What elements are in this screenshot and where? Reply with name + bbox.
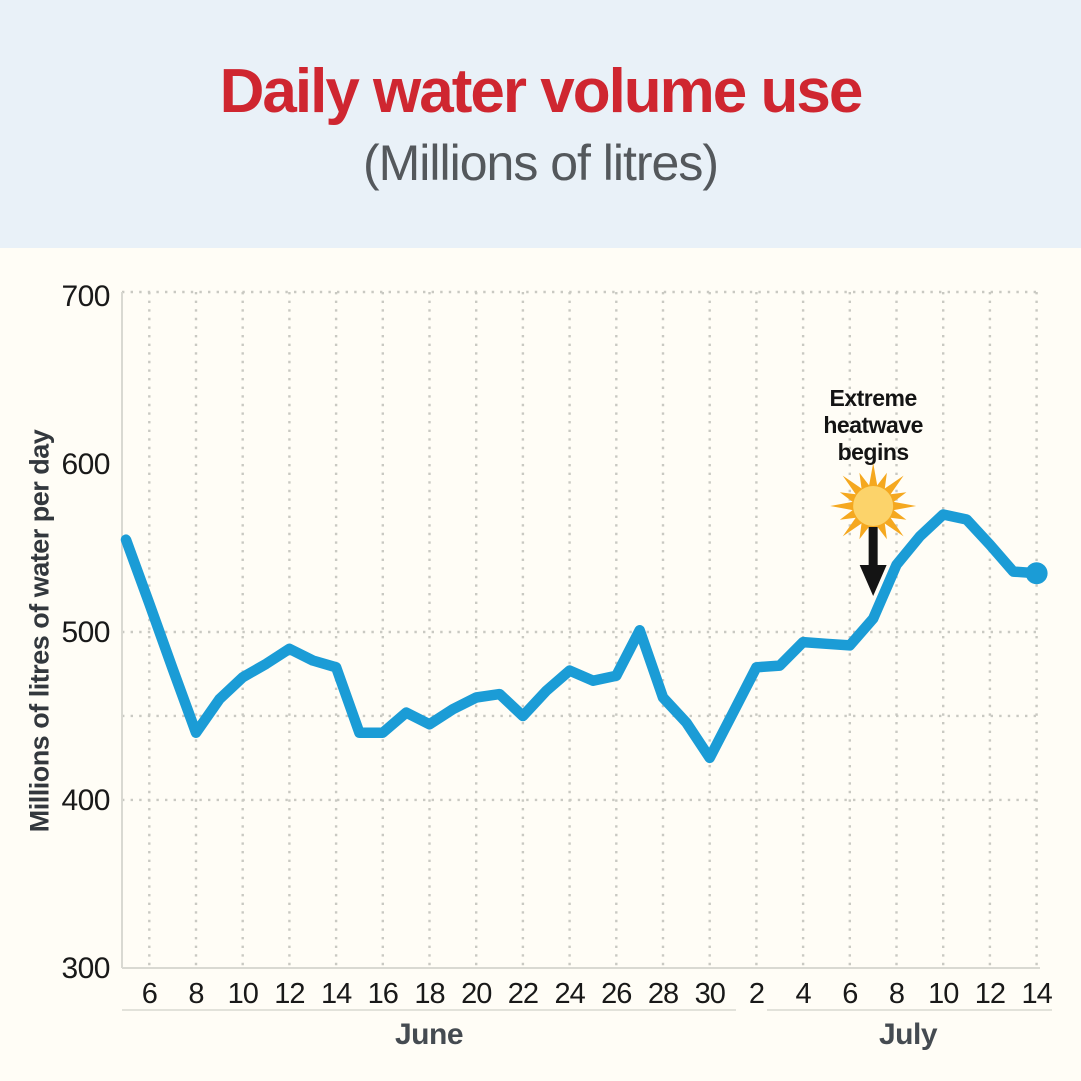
x-tick-label: 10 [928, 978, 958, 1010]
y-tick-label: 600 [61, 448, 110, 481]
month-label-july: July [879, 1018, 938, 1051]
line-end-dot [1025, 562, 1048, 585]
x-tick-label: 10 [228, 978, 258, 1010]
annotation-text: heatwave [823, 412, 923, 438]
x-tick-label: 26 [601, 978, 631, 1010]
down-arrow-icon [859, 527, 887, 596]
x-tick-label: 6 [142, 978, 157, 1010]
x-tick-label: 30 [695, 978, 725, 1010]
x-tick-label: 22 [508, 978, 538, 1010]
x-tick-label: 8 [188, 978, 203, 1010]
page-subtitle: (Millions of litres) [362, 135, 719, 192]
x-tick-label: 12 [274, 978, 304, 1010]
x-tick-label: 4 [796, 978, 812, 1010]
x-tick-label: 24 [554, 978, 585, 1010]
x-tick-label: 14 [321, 978, 352, 1010]
page-title: Daily water volume use [219, 57, 864, 126]
x-tick-label: 14 [1021, 978, 1052, 1010]
water-use-series [120, 509, 1048, 764]
x-tick-label: 28 [648, 978, 678, 1010]
x-tick-label: 16 [368, 978, 398, 1010]
y-tick-label: 400 [61, 784, 110, 817]
gridlines [122, 290, 1038, 968]
x-tick-label: 2 [749, 978, 764, 1010]
x-tick-label: 6 [842, 978, 857, 1010]
header: Daily water volume use (Millions of litr… [0, 0, 1081, 248]
annotation-text: begins [838, 439, 909, 465]
sun-core [853, 486, 894, 526]
axes [121, 292, 1052, 1011]
month-label-june: June [395, 1018, 463, 1051]
annotation-text: Extreme [830, 385, 917, 411]
sun-icon [830, 463, 917, 549]
y-tick-label: 300 [61, 952, 110, 985]
x-tick-label: 20 [461, 978, 491, 1010]
y-tick-label: 700 [61, 280, 110, 313]
x-tick-label: 12 [975, 978, 1005, 1010]
y-tick-label: 500 [61, 616, 110, 649]
x-tick-label: 8 [889, 978, 904, 1010]
water-use-line [120, 509, 1042, 764]
x-tick-label: 18 [414, 978, 444, 1010]
